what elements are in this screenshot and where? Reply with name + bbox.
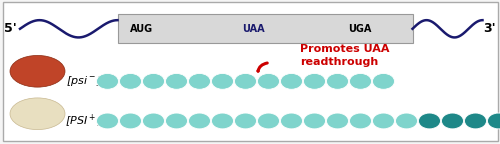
Ellipse shape xyxy=(488,113,500,129)
Ellipse shape xyxy=(372,113,394,129)
Ellipse shape xyxy=(142,113,165,129)
Ellipse shape xyxy=(442,113,464,129)
Text: UAA: UAA xyxy=(242,24,264,34)
Ellipse shape xyxy=(280,73,302,89)
Ellipse shape xyxy=(10,98,65,130)
Ellipse shape xyxy=(258,113,280,129)
Ellipse shape xyxy=(166,113,188,129)
Ellipse shape xyxy=(166,73,188,89)
Ellipse shape xyxy=(212,113,234,129)
Ellipse shape xyxy=(396,113,417,129)
Ellipse shape xyxy=(304,113,326,129)
Ellipse shape xyxy=(234,113,256,129)
Text: 3': 3' xyxy=(484,22,496,35)
Text: [$psi^-$]: [$psi^-$] xyxy=(66,74,102,88)
Ellipse shape xyxy=(10,55,65,87)
Ellipse shape xyxy=(350,113,372,129)
Ellipse shape xyxy=(120,113,142,129)
FancyArrowPatch shape xyxy=(258,63,267,71)
Text: 5': 5' xyxy=(4,22,16,35)
Text: UGA: UGA xyxy=(348,24,371,34)
Text: AUG: AUG xyxy=(130,24,152,34)
Ellipse shape xyxy=(326,113,348,129)
Ellipse shape xyxy=(234,73,256,89)
Ellipse shape xyxy=(96,73,118,89)
Ellipse shape xyxy=(142,73,165,89)
Text: Promotes UAA
readthrough: Promotes UAA readthrough xyxy=(300,44,390,67)
Ellipse shape xyxy=(188,73,210,89)
Ellipse shape xyxy=(418,113,440,129)
Ellipse shape xyxy=(372,73,394,89)
Ellipse shape xyxy=(304,73,326,89)
Ellipse shape xyxy=(350,73,372,89)
Ellipse shape xyxy=(212,73,234,89)
FancyBboxPatch shape xyxy=(118,14,412,43)
Ellipse shape xyxy=(258,73,280,89)
Text: [$PSI^+$]: [$PSI^+$] xyxy=(64,112,102,129)
FancyBboxPatch shape xyxy=(2,2,498,141)
Ellipse shape xyxy=(120,73,142,89)
Ellipse shape xyxy=(96,113,118,129)
Ellipse shape xyxy=(464,113,486,129)
Ellipse shape xyxy=(188,113,210,129)
Ellipse shape xyxy=(280,113,302,129)
Ellipse shape xyxy=(326,73,348,89)
